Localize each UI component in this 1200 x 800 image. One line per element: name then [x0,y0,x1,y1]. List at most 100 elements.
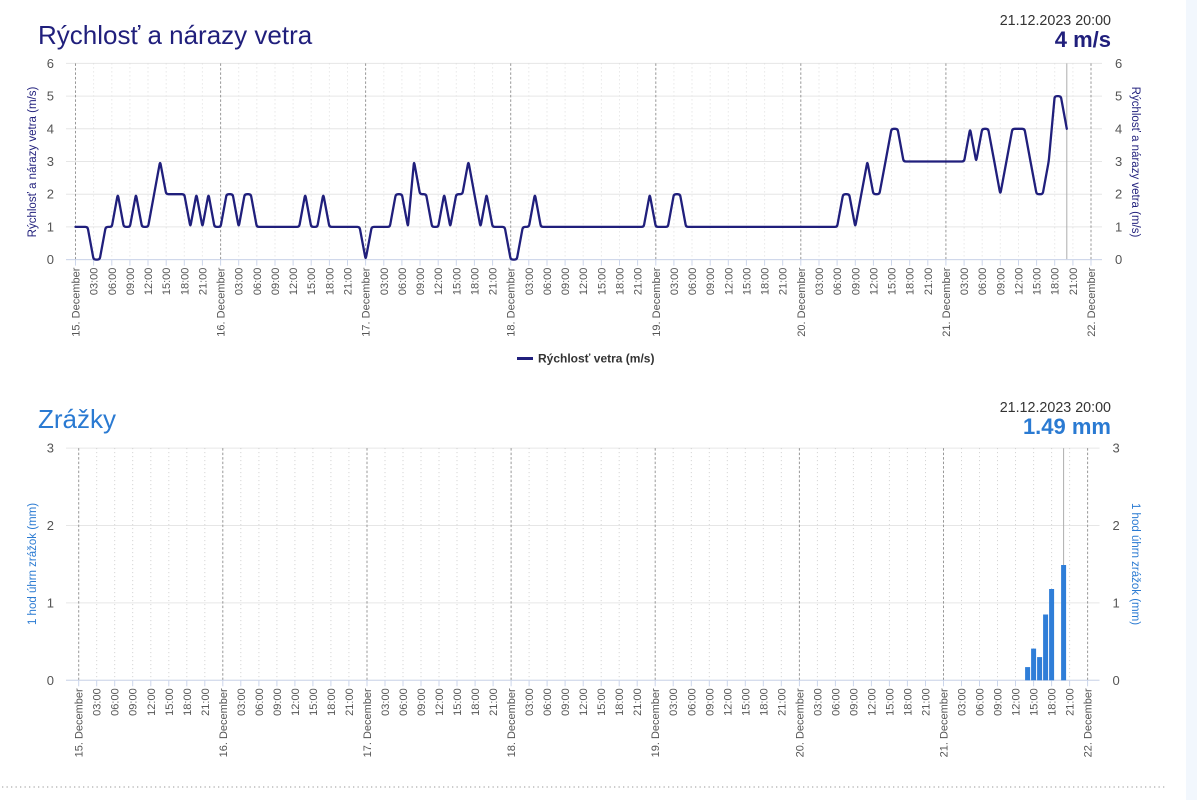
svg-text:06:00: 06:00 [252,268,264,296]
svg-text:09:00: 09:00 [416,688,428,716]
svg-text:18. December: 18. December [506,688,518,757]
svg-text:21. December: 21. December [939,688,951,757]
svg-text:21:00: 21:00 [488,688,500,716]
svg-text:06:00: 06:00 [830,688,842,716]
svg-text:18:00: 18:00 [324,268,336,296]
svg-text:Rýchlosť a nárazy vetra (m/s): Rýchlosť a nárazy vetra (m/s) [27,87,39,238]
svg-text:09:00: 09:00 [850,268,862,296]
svg-text:5: 5 [1115,89,1122,104]
svg-text:18:00: 18:00 [758,688,770,716]
svg-text:12:00: 12:00 [578,268,590,296]
svg-text:03:00: 03:00 [89,268,101,296]
svg-text:12:00: 12:00 [1011,688,1023,716]
svg-text:3: 3 [1115,154,1122,169]
svg-text:1: 1 [1115,219,1122,234]
svg-text:06:00: 06:00 [542,268,554,296]
svg-text:12:00: 12:00 [146,688,158,716]
svg-text:18:00: 18:00 [469,268,481,296]
svg-text:21:00: 21:00 [1065,688,1077,716]
svg-text:12:00: 12:00 [290,688,302,716]
svg-text:1 hod úhrn zrážok (mm): 1 hod úhrn zrážok (mm) [1129,503,1141,625]
svg-text:21:00: 21:00 [921,688,933,716]
svg-text:15:00: 15:00 [741,268,753,296]
svg-text:03:00: 03:00 [524,268,536,296]
svg-text:15:00: 15:00 [1029,688,1041,716]
svg-text:15:00: 15:00 [451,268,463,296]
svg-text:09:00: 09:00 [415,268,427,296]
svg-text:3: 3 [47,441,54,456]
svg-text:06:00: 06:00 [107,268,119,296]
svg-text:03:00: 03:00 [524,688,536,716]
svg-text:20. December: 20. December [794,688,806,757]
svg-text:5: 5 [47,89,54,104]
svg-text:21. December: 21. December [941,267,953,336]
svg-text:17. December: 17. December [361,267,373,336]
svg-text:17. December: 17. December [362,688,374,757]
svg-text:18:00: 18:00 [179,268,191,296]
svg-text:09:00: 09:00 [270,268,282,296]
svg-text:09:00: 09:00 [128,688,140,716]
svg-text:21:00: 21:00 [923,268,935,296]
svg-text:21:00: 21:00 [776,688,788,716]
svg-text:1: 1 [1113,595,1120,610]
svg-text:09:00: 09:00 [993,688,1005,716]
svg-text:06:00: 06:00 [975,688,987,716]
svg-text:09:00: 09:00 [705,268,717,296]
svg-text:15:00: 15:00 [596,268,608,296]
svg-text:Rýchlosť a nárazy vetra: Rýchlosť a nárazy vetra [38,20,313,50]
svg-text:22. December: 22. December [1083,688,1095,757]
svg-text:06:00: 06:00 [542,688,554,716]
svg-text:3: 3 [1113,441,1120,456]
svg-text:0: 0 [47,252,54,267]
svg-text:15. December: 15. December [71,267,83,336]
svg-text:2: 2 [1113,518,1120,533]
svg-text:0: 0 [1115,252,1122,267]
svg-text:6: 6 [1115,56,1122,71]
svg-text:18:00: 18:00 [902,688,914,716]
svg-text:09:00: 09:00 [560,688,572,716]
svg-text:3: 3 [47,154,54,169]
svg-text:0: 0 [47,673,54,688]
svg-text:12:00: 12:00 [143,268,155,296]
svg-text:18:00: 18:00 [760,268,772,296]
svg-text:12:00: 12:00 [1014,268,1026,296]
svg-text:18:00: 18:00 [1050,268,1062,296]
svg-text:18:00: 18:00 [470,688,482,716]
svg-text:12:00: 12:00 [433,268,445,296]
svg-text:Rýchlosť vetra (m/s): Rýchlosť vetra (m/s) [538,352,654,366]
svg-text:12:00: 12:00 [578,688,590,716]
svg-text:03:00: 03:00 [234,268,246,296]
svg-text:2: 2 [1115,187,1122,202]
svg-text:21:00: 21:00 [344,688,356,716]
svg-text:21:00: 21:00 [778,268,790,296]
svg-text:06:00: 06:00 [398,688,410,716]
svg-text:06:00: 06:00 [397,268,409,296]
svg-text:21.12.2023 20:00: 21.12.2023 20:00 [1000,13,1111,29]
svg-text:18:00: 18:00 [182,688,194,716]
svg-text:06:00: 06:00 [110,688,122,716]
svg-text:1: 1 [47,595,54,610]
svg-text:4 m/s: 4 m/s [1055,27,1111,52]
svg-text:15. December: 15. December [74,688,86,757]
svg-text:12:00: 12:00 [868,268,880,296]
svg-text:4: 4 [1115,121,1122,136]
svg-text:16. December: 16. December [216,267,228,336]
svg-text:03:00: 03:00 [669,268,681,296]
svg-text:03:00: 03:00 [379,268,391,296]
svg-text:12:00: 12:00 [722,688,734,716]
svg-text:2: 2 [47,187,54,202]
svg-text:18:00: 18:00 [615,268,627,296]
svg-text:18:00: 18:00 [905,268,917,296]
svg-text:06:00: 06:00 [254,688,266,716]
svg-text:6: 6 [47,56,54,71]
svg-text:21:00: 21:00 [632,688,644,716]
svg-text:06:00: 06:00 [832,268,844,296]
svg-text:22. December: 22. December [1086,267,1098,336]
svg-text:18:00: 18:00 [326,688,338,716]
svg-text:4: 4 [47,121,54,136]
svg-text:09:00: 09:00 [995,268,1007,296]
svg-text:03:00: 03:00 [92,688,104,716]
svg-text:20. December: 20. December [796,267,808,336]
svg-text:16. December: 16. December [218,688,230,757]
svg-text:03:00: 03:00 [814,268,826,296]
